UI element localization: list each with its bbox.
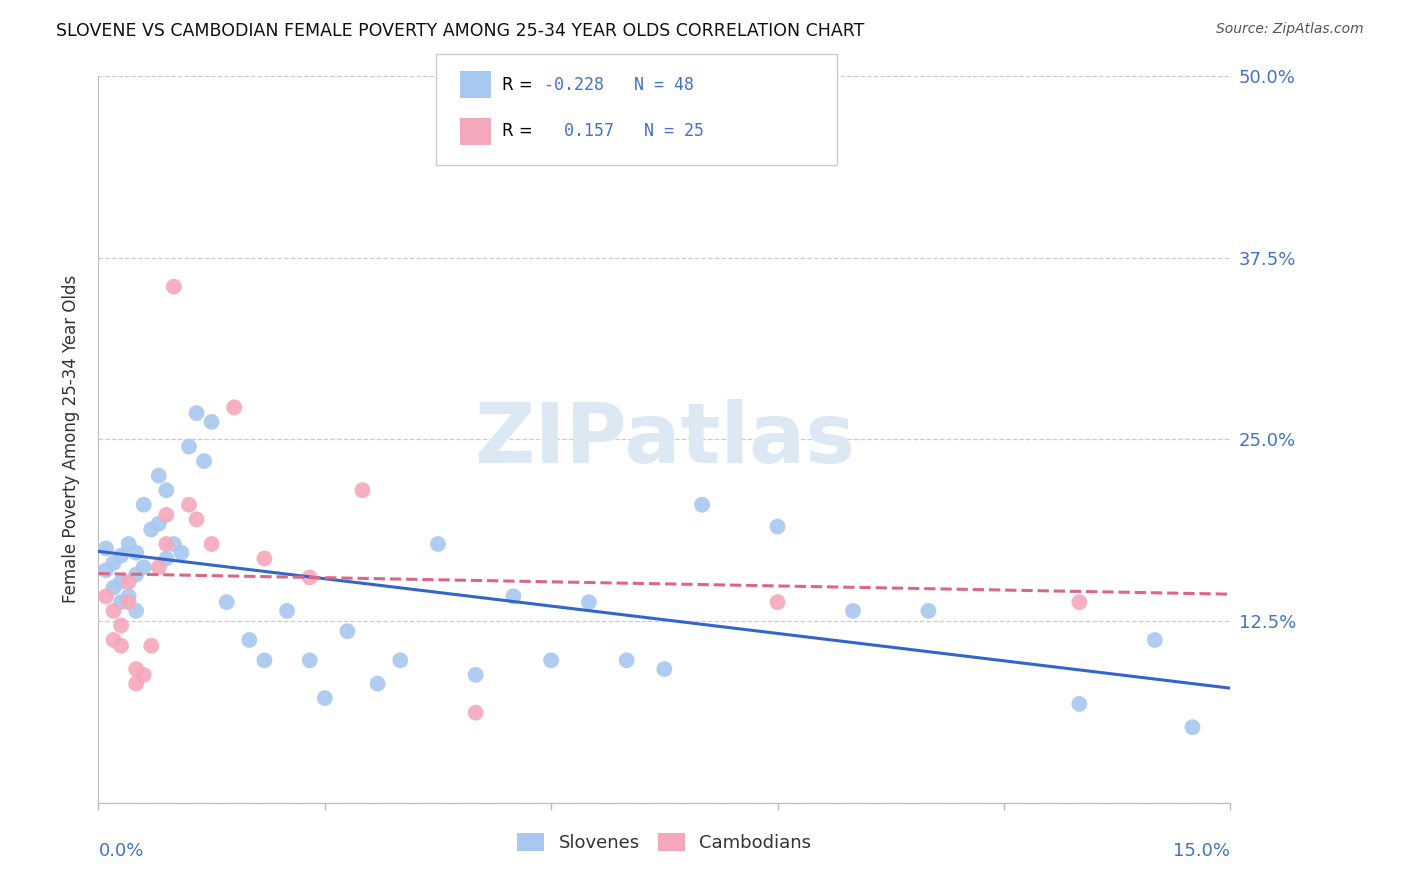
Point (215, 595, 238, 609)
Point (766, 595, 789, 609)
Point (1069, 697, 1091, 711)
Point (117, 537, 139, 551)
Point (464, 668, 486, 682)
Point (132, 668, 155, 682)
Point (367, 676, 389, 690)
Point (201, 537, 224, 551)
Point (155, 483, 177, 498)
Point (314, 691, 336, 706)
Point (163, 537, 186, 551)
Point (690, 498, 713, 512)
Point (110, 618, 132, 632)
Text: 15.0%: 15.0% (1173, 842, 1230, 860)
Point (616, 653, 638, 667)
Point (125, 546, 148, 560)
Text: SLOVENE VS CAMBODIAN FEMALE POVERTY AMONG 25-34 YEAR OLDS CORRELATION CHART: SLOVENE VS CAMBODIAN FEMALE POVERTY AMON… (56, 22, 865, 40)
Point (125, 662, 148, 676)
Point (117, 590, 139, 604)
Point (155, 537, 177, 551)
Text: R =: R = (502, 76, 533, 94)
Point (186, 406, 208, 420)
Point (336, 624, 359, 639)
Point (427, 537, 450, 551)
Point (177, 498, 200, 512)
Point (540, 653, 562, 667)
Point (917, 604, 939, 618)
Point (1069, 595, 1091, 609)
Point (578, 595, 600, 609)
Point (103, 581, 125, 595)
Point (186, 512, 208, 526)
Point (253, 551, 276, 566)
Point (117, 574, 139, 589)
Legend: Slovenes, Cambodians: Slovenes, Cambodians (510, 825, 818, 859)
Text: Source: ZipAtlas.com: Source: ZipAtlas.com (1216, 22, 1364, 37)
Point (141, 523, 163, 537)
Point (1181, 720, 1204, 734)
Point (163, 279, 186, 293)
Point (276, 604, 298, 618)
Point (224, 401, 246, 415)
Point (94, 541, 117, 556)
Point (132, 498, 155, 512)
Point (117, 595, 139, 609)
Point (842, 604, 865, 618)
Point (103, 604, 125, 618)
Point (1143, 632, 1166, 647)
Point (155, 508, 177, 522)
Point (103, 632, 125, 647)
Point (110, 595, 132, 609)
Point (110, 574, 132, 589)
Text: -0.228   N = 48: -0.228 N = 48 (544, 76, 695, 94)
Point (125, 604, 148, 618)
Text: ZIPatlas: ZIPatlas (474, 399, 855, 480)
Point (766, 519, 789, 533)
Point (389, 653, 412, 667)
Point (94, 590, 117, 604)
Point (132, 560, 155, 574)
Point (170, 546, 193, 560)
Point (298, 653, 321, 667)
Point (155, 551, 177, 566)
Point (352, 483, 374, 498)
Point (103, 556, 125, 570)
Point (148, 560, 170, 574)
Point (148, 468, 170, 483)
Y-axis label: Female Poverty Among 25-34 Year Olds: Female Poverty Among 25-34 Year Olds (62, 276, 80, 603)
Text: 0.0%: 0.0% (98, 842, 143, 860)
Point (141, 639, 163, 653)
Point (298, 570, 321, 584)
Text: R =: R = (502, 122, 533, 140)
Point (125, 676, 148, 690)
Point (110, 549, 132, 563)
Point (193, 454, 215, 468)
Point (502, 590, 524, 604)
Point (125, 567, 148, 582)
Point (253, 653, 276, 667)
Point (238, 632, 260, 647)
Point (177, 440, 200, 454)
Point (201, 415, 224, 429)
Point (652, 662, 676, 676)
Text: 0.157   N = 25: 0.157 N = 25 (544, 122, 704, 140)
Point (464, 706, 486, 720)
Point (110, 639, 132, 653)
Point (94, 563, 117, 577)
Point (148, 516, 170, 531)
